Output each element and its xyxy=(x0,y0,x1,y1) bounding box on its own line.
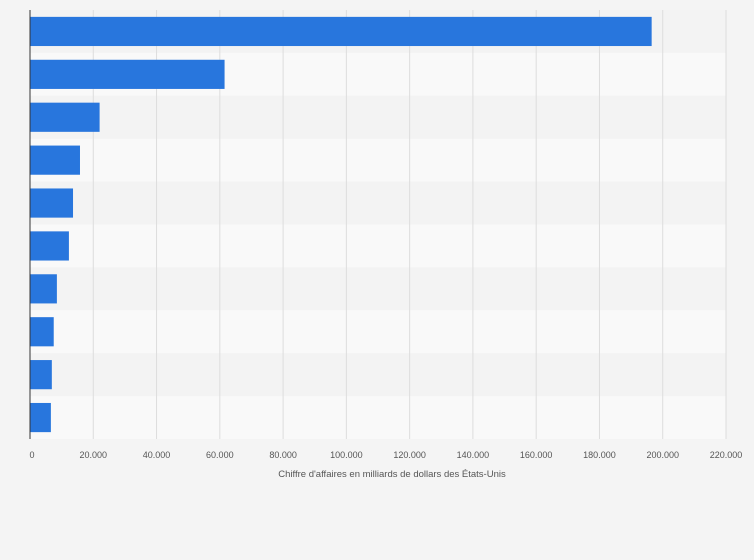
row-band xyxy=(30,396,726,439)
bar[interactable] xyxy=(30,274,57,304)
x-axis-title: Chiffre d'affaires en milliards de dolla… xyxy=(278,469,506,480)
x-tick-label: 120.000 xyxy=(393,450,426,460)
x-tick-label: 100.000 xyxy=(330,450,363,460)
bars-group xyxy=(30,16,652,433)
row-band xyxy=(30,138,726,182)
x-tick-label: 180.000 xyxy=(583,450,616,460)
bar[interactable] xyxy=(30,231,69,261)
bar[interactable] xyxy=(30,102,100,132)
x-tick-label: 140.000 xyxy=(457,450,490,460)
x-tick-label: 20.000 xyxy=(80,450,108,460)
x-tick-label: 160.000 xyxy=(520,450,553,460)
x-tick-label: 220.000 xyxy=(710,450,743,460)
x-tick-label: 60.000 xyxy=(206,450,234,460)
bar[interactable] xyxy=(30,360,52,390)
bar[interactable] xyxy=(30,59,225,89)
bar[interactable] xyxy=(30,16,652,47)
row-band xyxy=(30,353,726,397)
x-tick-labels: 0 20.000 40.000 60.000 80.000 100.000 120.000 1… xyxy=(29,450,742,460)
row-bands xyxy=(30,10,726,439)
bar[interactable] xyxy=(30,402,51,433)
bar[interactable] xyxy=(30,317,54,347)
row-band xyxy=(30,310,726,354)
x-tick-label: 0 xyxy=(29,450,34,460)
row-band xyxy=(30,95,726,139)
row-band xyxy=(30,181,726,225)
x-tick-label: 80.000 xyxy=(269,450,297,460)
row-band xyxy=(30,224,726,268)
x-tick-label: 200.000 xyxy=(646,450,679,460)
row-band xyxy=(30,267,726,311)
bar[interactable] xyxy=(30,188,74,218)
x-tick-label: 40.000 xyxy=(143,450,171,460)
bar[interactable] xyxy=(30,145,80,175)
